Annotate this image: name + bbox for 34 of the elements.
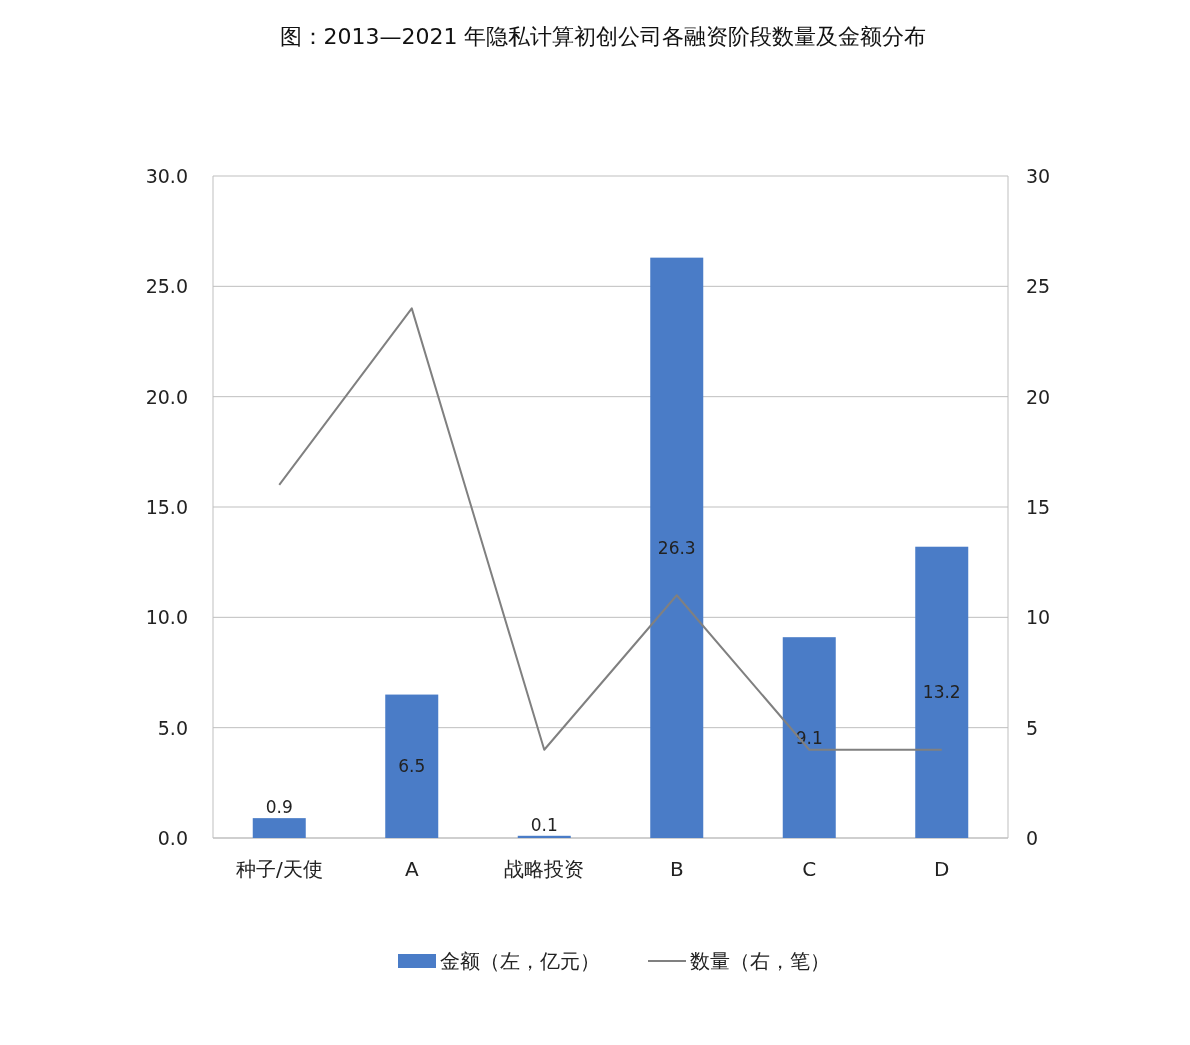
y2-tick-label: 5 bbox=[1026, 716, 1039, 739]
bar bbox=[517, 835, 571, 838]
y-tick-label: 20.0 bbox=[145, 385, 188, 408]
y-tick-label: 25.0 bbox=[145, 275, 188, 298]
legend-label: 数量（右，笔） bbox=[690, 949, 830, 973]
y-tick-label: 10.0 bbox=[145, 606, 188, 629]
y-tick-label: 15.0 bbox=[145, 496, 188, 518]
y2-tick-label: 10 bbox=[1026, 606, 1051, 629]
x-tick-label: D bbox=[934, 857, 950, 881]
chart-title: 图：2013—2021 年隐私计算初创公司各融资阶段数量及金额分布 bbox=[279, 24, 927, 49]
legend-label: 金额（左，亿元） bbox=[440, 949, 600, 973]
data-label: 6.5 bbox=[398, 756, 426, 777]
x-tick-label: 战略投资 bbox=[504, 857, 585, 881]
y-tick-label: 5.0 bbox=[157, 716, 188, 739]
data-label: 0.9 bbox=[265, 797, 293, 818]
bar bbox=[385, 694, 439, 838]
bar bbox=[782, 637, 836, 838]
y-tick-label: 0.0 bbox=[157, 827, 188, 849]
y2-tick-label: 30 bbox=[1026, 165, 1051, 187]
y2-tick-label: 25 bbox=[1026, 275, 1051, 298]
data-label: 13.2 bbox=[922, 682, 961, 703]
bar bbox=[650, 257, 704, 838]
y2-tick-label: 15 bbox=[1026, 496, 1051, 518]
x-tick-label: 种子/天使 bbox=[235, 857, 323, 881]
y-tick-label: 30.0 bbox=[145, 165, 188, 187]
bar bbox=[252, 818, 306, 838]
bar bbox=[915, 546, 969, 838]
data-label: 26.3 bbox=[657, 537, 696, 558]
y2-tick-label: 0 bbox=[1026, 827, 1039, 849]
x-tick-label: B bbox=[669, 857, 684, 881]
y2-tick-label: 20 bbox=[1026, 385, 1051, 408]
data-label: 0.1 bbox=[530, 814, 558, 835]
x-tick-label: C bbox=[802, 857, 817, 881]
x-tick-label: A bbox=[404, 857, 419, 881]
